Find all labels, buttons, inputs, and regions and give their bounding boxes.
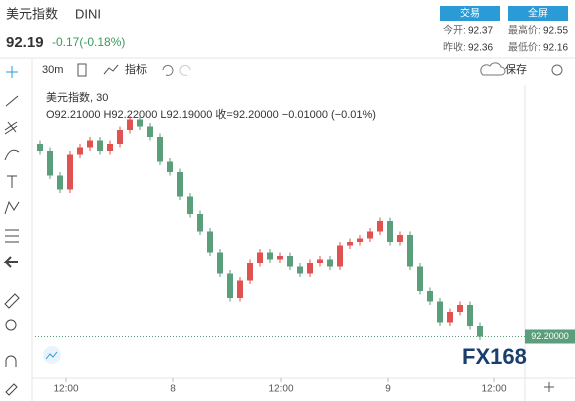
candle-body (367, 231, 373, 239)
candle-body (317, 259, 323, 263)
lock-tool[interactable] (5, 383, 18, 396)
candle-body (277, 256, 283, 260)
candle-body (207, 231, 213, 253)
legend-title: 美元指数, 30 (46, 90, 108, 104)
trade-label[interactable]: 交易 (460, 7, 480, 20)
candle-body (297, 266, 303, 274)
axis-settings-icon[interactable] (544, 382, 554, 392)
candle-body (377, 221, 383, 232)
candle-body (197, 214, 203, 232)
pattern-tool[interactable] (4, 200, 20, 215)
candle-body (167, 161, 173, 172)
candle-body (77, 147, 83, 155)
brush-tool[interactable] (4, 149, 20, 161)
price-tag (525, 329, 575, 344)
candle-body (357, 238, 363, 242)
candle-body (447, 312, 453, 323)
candle-body (257, 252, 263, 263)
price-tag-label: 92.20000 (531, 331, 569, 341)
candle-body (107, 144, 113, 151)
candle-body (147, 126, 153, 137)
settings-icon[interactable] (551, 64, 563, 76)
chart-type-icon[interactable] (77, 63, 87, 77)
undo-icon[interactable] (162, 64, 174, 76)
stat-label: 昨收: (443, 41, 466, 54)
fib-tool[interactable] (4, 121, 18, 135)
candle-body (467, 305, 473, 326)
watermark: FX168 (462, 344, 527, 369)
candle-body (347, 242, 353, 246)
x-tick-label: 12:00 (53, 384, 78, 395)
candle-body (117, 130, 123, 144)
candle-body (287, 256, 293, 267)
x-tick-label: 12:00 (268, 384, 293, 395)
ruler-tool[interactable] (4, 293, 20, 309)
candle-body (247, 263, 253, 281)
candle-body (457, 305, 463, 312)
stat-label: 今开: (443, 24, 466, 37)
prediction-tool[interactable] (5, 229, 19, 243)
x-tick-label: 12:00 (481, 384, 506, 395)
instrument-code: DINI (75, 6, 101, 21)
candle-body (417, 266, 423, 291)
candle-body (37, 144, 43, 151)
logo-mark (45, 351, 58, 360)
candle-body (437, 301, 443, 323)
x-tick-label: 9 (385, 384, 391, 395)
change: -0.17(-0.18%) (52, 35, 125, 49)
price: 92.19 (6, 34, 44, 51)
stat-value: 92.37 (468, 26, 493, 37)
candle-body (137, 119, 143, 127)
crosshair-tool[interactable] (6, 66, 18, 78)
candle-body (67, 154, 73, 190)
candle-body (387, 221, 393, 242)
candle-body (177, 172, 183, 197)
line-tool[interactable] (5, 95, 19, 107)
candle-body (327, 259, 333, 267)
candle-body (217, 252, 223, 274)
stat-value: 92.16 (543, 43, 568, 54)
back-tool[interactable] (3, 256, 18, 268)
x-tick-label: 8 (170, 384, 176, 395)
text-tool[interactable] (7, 175, 17, 188)
candle-body (237, 280, 243, 298)
left-toolbar (3, 66, 20, 396)
magnet-tool[interactable] (5, 355, 17, 367)
candle-body (267, 252, 273, 260)
candle-body (397, 235, 403, 242)
stat-label: 最低价: (508, 41, 541, 54)
stat-label: 最高价: (508, 24, 541, 37)
candle-body (227, 273, 233, 298)
candle-body (407, 235, 413, 267)
candle-body (47, 151, 53, 176)
ohlc-readout: O92.21000 H92.22000 L92.19000 收=92.20000… (46, 107, 376, 121)
candle-body (157, 137, 163, 162)
candle-body (427, 291, 433, 302)
trade-button[interactable] (440, 6, 500, 21)
redo-icon[interactable] (179, 64, 191, 76)
zoom-tool[interactable] (5, 319, 17, 331)
interval[interactable]: 30m (42, 64, 63, 76)
logo-badge (43, 346, 61, 364)
fullscreen-button[interactable] (508, 6, 568, 21)
candle-body (337, 245, 343, 267)
candle-body (97, 140, 103, 151)
candle-body (187, 196, 193, 214)
stat-value: 92.55 (543, 26, 568, 37)
stat-value: 92.36 (468, 43, 493, 54)
candle-body (307, 263, 313, 274)
fullscreen-label[interactable]: 全屏 (528, 7, 548, 20)
candle-body (87, 140, 93, 148)
instrument-name: 美元指数 (6, 6, 58, 21)
candle-body (127, 119, 133, 130)
save[interactable]: 保存 (505, 62, 527, 76)
indicators[interactable]: 指标 (125, 62, 147, 76)
indicator-icon[interactable] (103, 64, 119, 75)
cloud-icon[interactable] (480, 62, 506, 76)
candle-body (57, 175, 63, 190)
candle-body (477, 326, 483, 337)
